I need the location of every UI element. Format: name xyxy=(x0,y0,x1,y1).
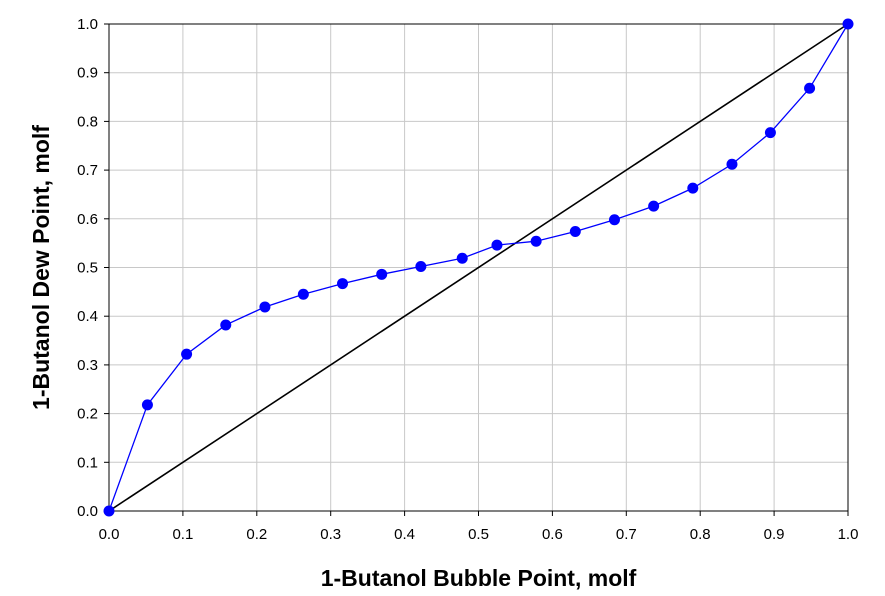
data-point xyxy=(337,278,349,290)
data-point xyxy=(608,214,620,226)
data-series-line xyxy=(108,23,849,512)
series xyxy=(103,18,854,517)
y-tick-label: 0.1 xyxy=(77,454,98,471)
data-point xyxy=(103,505,115,517)
y-tick-label: 0.6 xyxy=(77,211,98,228)
data-point xyxy=(141,399,153,411)
x-tick-label: 0.5 xyxy=(468,526,489,543)
x-axis-title: 1-Butanol Bubble Point, molf xyxy=(321,565,637,591)
data-point xyxy=(491,239,503,251)
diagonal-reference-line xyxy=(108,23,849,512)
x-tick-label: 0.8 xyxy=(690,526,711,543)
x-tick-label: 0.7 xyxy=(616,526,637,543)
x-tick-label: 0.2 xyxy=(246,526,267,543)
data-point xyxy=(530,235,542,247)
data-point xyxy=(764,127,776,139)
y-tick-label: 0.5 xyxy=(77,260,98,277)
data-point xyxy=(456,252,468,264)
x-tick-label: 0.1 xyxy=(172,526,193,543)
y-tick-label: 0.7 xyxy=(77,162,98,179)
y-tick-label: 0.0 xyxy=(77,503,98,520)
y-tick-label: 0.9 xyxy=(77,65,98,82)
data-point xyxy=(297,288,309,300)
y-axis-title: 1-Butanol Dew Point, molf xyxy=(28,125,54,410)
x-tick-label: 0.6 xyxy=(542,526,563,543)
x-tick-label: 0.4 xyxy=(394,526,415,543)
data-point xyxy=(259,301,271,313)
y-tick-label: 0.8 xyxy=(77,113,98,130)
y-tick-label: 0.3 xyxy=(77,357,98,374)
data-point xyxy=(842,18,854,30)
y-tick-label: 1.0 xyxy=(77,16,98,33)
y-tick-label: 0.2 xyxy=(77,406,98,423)
data-point xyxy=(569,225,581,237)
data-point xyxy=(804,82,816,94)
axes: 0.0 0.1 0.2 0.3 0.4 0.5 0.6 0.7 0.8 0.9 1.0 0.0 0.1 0… xyxy=(77,16,858,543)
data-point xyxy=(220,319,232,331)
data-point xyxy=(687,182,699,194)
y-tick-label: 0.4 xyxy=(77,308,98,325)
data-point xyxy=(415,261,427,273)
data-point xyxy=(726,158,738,170)
data-point xyxy=(181,348,193,360)
x-tick-label: 0.9 xyxy=(764,526,785,543)
data-point xyxy=(648,200,660,212)
x-tick-label: 1.0 xyxy=(838,526,859,543)
x-tick-label: 0.0 xyxy=(99,526,120,543)
x-tick-label: 0.3 xyxy=(320,526,341,543)
data-point xyxy=(376,268,388,280)
